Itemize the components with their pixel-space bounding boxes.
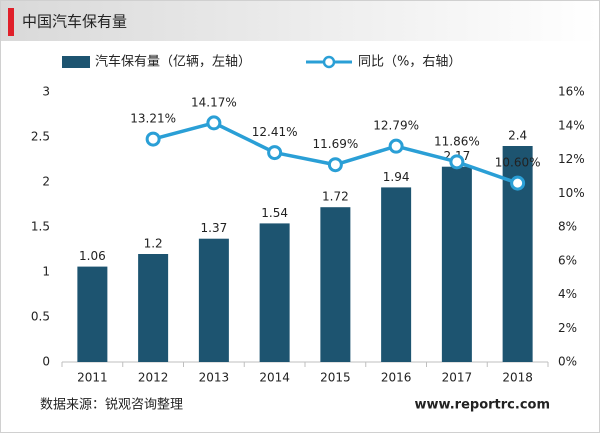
line-value-label: 14.17% (191, 95, 237, 109)
x-tick-label: 2018 (502, 371, 533, 385)
y2-tick-label: 16% (558, 85, 585, 99)
legend-label: 汽车保有量（亿辆，左轴） (95, 54, 251, 70)
x-tick-label: 2016 (381, 371, 412, 385)
bar-value-label: 1.2 (144, 237, 163, 251)
line-marker (388, 138, 404, 154)
line-value-label: 12.79% (373, 119, 419, 133)
line-marker (145, 131, 161, 147)
bar (198, 238, 229, 362)
bar-value-label: 2.4 (508, 129, 527, 143)
y2-tick-label: 12% (558, 152, 585, 166)
y2-tick-label: 6% (558, 253, 577, 267)
bar-value-label: 1.37 (201, 221, 228, 235)
bar (320, 207, 351, 362)
y2-tick-label: 0% (558, 355, 577, 369)
line-marker (206, 115, 222, 131)
y-tick-label: 2 (42, 175, 50, 189)
bar (77, 266, 108, 362)
y2-tick-label: 4% (558, 287, 577, 301)
line-marker (327, 157, 343, 173)
bar (138, 254, 169, 362)
bar-value-label: 1.72 (322, 190, 349, 204)
x-tick-label: 2015 (320, 371, 351, 385)
bar-value-label: 1.06 (79, 249, 106, 263)
line-marker (449, 154, 465, 170)
line-marker (267, 145, 283, 161)
line-value-label: 13.21% (130, 112, 176, 126)
y-tick-label: 1.5 (31, 220, 50, 234)
line-value-label: 11.86% (434, 134, 480, 148)
y-tick-label: 0 (42, 355, 50, 369)
y2-tick-label: 8% (558, 220, 577, 234)
line-value-label: 10.60% (495, 156, 541, 170)
line-value-label: 11.69% (312, 137, 358, 151)
chart-title: 中国汽车保有量 (22, 13, 127, 31)
legend-label: 同比（%，右轴） (358, 55, 461, 70)
legend-swatch (62, 56, 90, 68)
y-tick-label: 3 (42, 85, 50, 99)
y2-tick-label: 14% (558, 118, 585, 132)
y-tick-label: 1 (42, 265, 50, 279)
bar-value-label: 1.94 (383, 170, 410, 184)
y2-tick-label: 10% (558, 186, 585, 200)
legend-swatch (322, 55, 336, 69)
line-marker (510, 175, 526, 191)
bar-value-label: 1.54 (261, 206, 288, 220)
bar (259, 223, 290, 362)
x-tick-label: 2013 (199, 371, 230, 385)
bar (381, 187, 412, 362)
bar (441, 166, 472, 362)
header-marker (8, 8, 14, 36)
source: 数据来源：锐观咨询整理 (40, 398, 183, 413)
x-tick-label: 2017 (442, 371, 473, 385)
x-tick-label: 2014 (259, 371, 290, 385)
line-value-label: 12.41% (252, 125, 298, 139)
y-tick-label: 2.5 (31, 130, 50, 144)
website: www.reportrc.com (415, 398, 550, 413)
header (1, 1, 599, 41)
x-tick-label: 2011 (77, 371, 108, 385)
y-tick-label: 0.5 (31, 310, 50, 324)
x-tick-label: 2012 (138, 371, 169, 385)
y2-tick-label: 2% (558, 321, 577, 335)
